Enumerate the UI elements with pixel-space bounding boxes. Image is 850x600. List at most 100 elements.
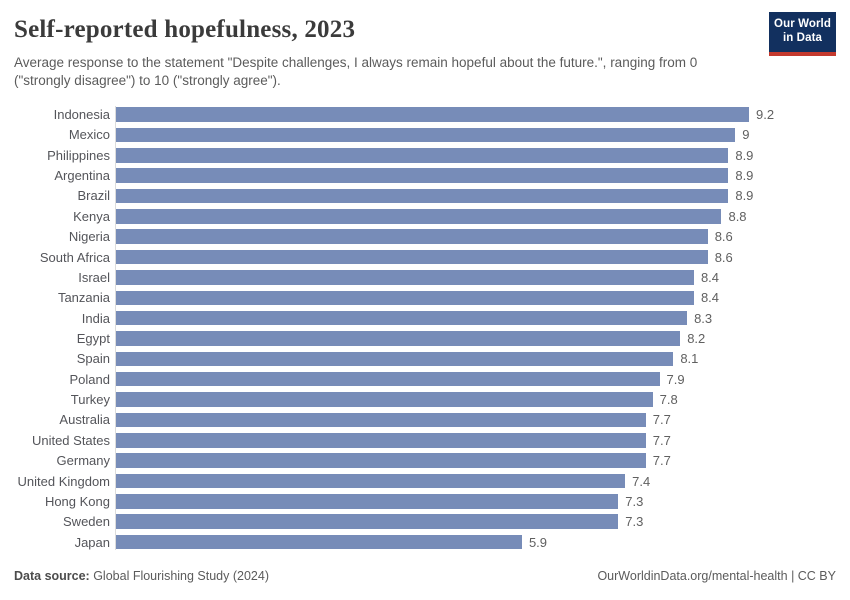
chart-row[interactable]: Brazil 8.9 bbox=[14, 186, 836, 206]
chart-title: Self-reported hopefulness, 2023 bbox=[14, 16, 356, 43]
value-label: 7.3 bbox=[625, 514, 644, 530]
chart-row[interactable]: South Africa 8.6 bbox=[14, 247, 836, 267]
chart-row[interactable]: Egypt 8.2 bbox=[14, 328, 836, 348]
bar-area: 9.2 bbox=[116, 104, 774, 124]
bar-area: 7.4 bbox=[116, 471, 749, 491]
chart-row[interactable]: Philippines 8.9 bbox=[14, 145, 836, 165]
chart-row[interactable]: Hong Kong 7.3 bbox=[14, 491, 836, 511]
bar[interactable] bbox=[116, 310, 688, 326]
owid-logo[interactable]: Our World in Data bbox=[769, 12, 836, 56]
bar[interactable] bbox=[116, 168, 729, 183]
chart-row[interactable]: Spain 8.1 bbox=[14, 349, 836, 369]
footer-link[interactable]: OurWorldinData.org/mental-health | CC BY bbox=[597, 569, 836, 583]
bar[interactable] bbox=[116, 331, 681, 346]
country-label: Israel bbox=[78, 269, 110, 285]
country-label: United States bbox=[31, 432, 110, 448]
chart-row[interactable]: Sweden 7.3 bbox=[14, 512, 836, 532]
bar-area: 8.3 bbox=[116, 308, 749, 328]
country-label: Philippines bbox=[47, 147, 110, 163]
value-label: 7.7 bbox=[652, 412, 671, 428]
chart-row[interactable]: India 8.3 bbox=[14, 308, 836, 328]
country-label: Nigeria bbox=[68, 229, 110, 245]
country-label: Australia bbox=[59, 412, 110, 428]
data-source-value: Global Flourishing Study (2024) bbox=[89, 569, 269, 583]
country-label: India bbox=[81, 310, 110, 326]
value-label: 7.3 bbox=[625, 493, 644, 509]
bar[interactable] bbox=[116, 433, 646, 448]
bar[interactable] bbox=[116, 290, 694, 306]
value-label: 8.3 bbox=[694, 310, 713, 326]
bar[interactable] bbox=[116, 270, 694, 285]
chart-row[interactable]: Australia 7.7 bbox=[14, 410, 836, 430]
value-label: 8.6 bbox=[714, 249, 733, 265]
value-label: 7.7 bbox=[652, 432, 671, 448]
country-label: Argentina bbox=[54, 168, 110, 184]
country-label: Turkey bbox=[70, 392, 110, 408]
bar-area: 7.7 bbox=[116, 450, 749, 470]
bar[interactable] bbox=[116, 209, 722, 224]
country-label: Hong Kong bbox=[44, 493, 110, 509]
chart-row[interactable]: Argentina 8.9 bbox=[14, 165, 836, 185]
value-label: 7.8 bbox=[659, 392, 678, 408]
bar-area: 7.3 bbox=[116, 491, 749, 511]
bar[interactable] bbox=[116, 514, 619, 529]
bar-area: 7.3 bbox=[116, 512, 749, 532]
country-label: Spain bbox=[76, 351, 110, 367]
value-label: 8.4 bbox=[700, 290, 720, 306]
chart-row[interactable]: Israel 8.4 bbox=[14, 267, 836, 287]
chart-footer: Data source: Global Flourishing Study (2… bbox=[14, 569, 836, 583]
bar-area: 8.9 bbox=[116, 165, 753, 185]
bar-area: 7.8 bbox=[116, 389, 749, 409]
bar[interactable] bbox=[116, 148, 729, 163]
country-label: Japan bbox=[74, 534, 110, 550]
bar[interactable] bbox=[116, 127, 736, 143]
bar[interactable] bbox=[116, 229, 708, 244]
chart-row[interactable]: Mexico 9 bbox=[14, 125, 836, 145]
bar-area: 9 bbox=[116, 125, 749, 145]
chart-row[interactable]: Kenya 8.8 bbox=[14, 206, 836, 226]
bar[interactable] bbox=[116, 473, 626, 489]
value-label: 8.6 bbox=[714, 229, 733, 245]
country-label: Mexico bbox=[68, 127, 110, 143]
bar[interactable] bbox=[116, 494, 619, 509]
bar-area: 8.4 bbox=[116, 267, 749, 287]
chart-header: Self-reported hopefulness, 2023 Average … bbox=[14, 12, 836, 89]
chart-row[interactable]: Poland 7.9 bbox=[14, 369, 836, 389]
chart-row[interactable]: Turkey 7.8 bbox=[14, 389, 836, 409]
bar[interactable] bbox=[116, 351, 674, 367]
bar[interactable] bbox=[116, 188, 729, 204]
bar[interactable] bbox=[116, 107, 749, 122]
data-source: Data source: Global Flourishing Study (2… bbox=[14, 569, 269, 583]
chart-row[interactable]: Tanzania 8.4 bbox=[14, 288, 836, 308]
bar[interactable] bbox=[116, 453, 646, 468]
chart-row[interactable]: Nigeria 8.6 bbox=[14, 227, 836, 247]
value-label: 8.4 bbox=[700, 269, 720, 285]
value-label: 8.8 bbox=[728, 208, 747, 224]
country-label: Egypt bbox=[76, 331, 110, 346]
bar-area: 5.9 bbox=[116, 532, 749, 552]
bar[interactable] bbox=[116, 534, 522, 550]
bar-area: 8.6 bbox=[116, 247, 749, 267]
chart-row[interactable]: Indonesia 9.2 bbox=[14, 104, 836, 124]
bar[interactable] bbox=[116, 249, 708, 265]
data-source-label: Data source: bbox=[14, 569, 90, 583]
chart-row[interactable]: United Kingdom 7.4 bbox=[14, 471, 836, 491]
chart-rows: Indonesia 9.2 Mexico 9 Philippines 8.9 Argenti… bbox=[14, 104, 836, 552]
bar[interactable] bbox=[116, 371, 660, 387]
bar-area: 8.9 bbox=[116, 186, 753, 206]
chart-row[interactable]: Germany 7.7 bbox=[14, 450, 836, 470]
value-label: 8.9 bbox=[735, 188, 754, 204]
country-label: Kenya bbox=[73, 208, 110, 224]
country-label: Tanzania bbox=[57, 290, 110, 306]
bar[interactable] bbox=[116, 412, 646, 428]
bar-area: 8.2 bbox=[116, 328, 749, 348]
value-label: 7.7 bbox=[652, 453, 671, 469]
title-block: Self-reported hopefulness, 2023 Average … bbox=[14, 16, 739, 89]
bar-area: 7.9 bbox=[116, 369, 749, 389]
value-label: 7.9 bbox=[666, 371, 685, 387]
chart-row[interactable]: Japan 5.9 bbox=[14, 532, 836, 552]
bar[interactable] bbox=[116, 392, 653, 407]
value-label: 8.9 bbox=[735, 147, 754, 163]
chart-row[interactable]: United States 7.7 bbox=[14, 430, 836, 450]
country-label: South Africa bbox=[39, 249, 110, 265]
